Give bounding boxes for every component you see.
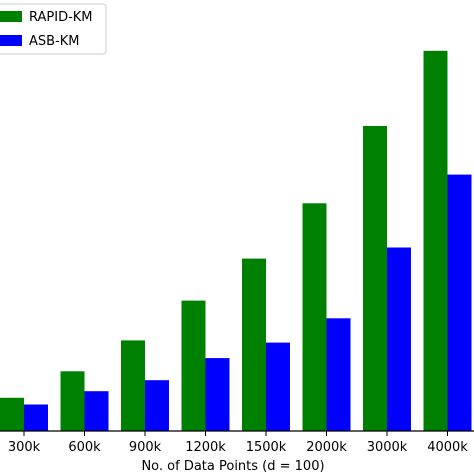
bar-rapid-km-1500k — [242, 258, 266, 431]
legend: RAPID-KM ASB-KM — [0, 3, 107, 55]
x-axis-label: No. of Data Points (d = 100) — [141, 459, 324, 474]
bar-rapid-km-1200k — [181, 300, 206, 431]
bars-group — [0, 50, 472, 432]
bar-rapid-km-4000k — [423, 50, 448, 432]
legend-swatch-rapid-km — [0, 11, 22, 22]
legend-box — [0, 3, 107, 55]
legend-label-rapid-km: RAPID-KM — [29, 10, 93, 25]
legend-label-asb-km: ASB-KM — [29, 34, 80, 49]
bar-asb-km-3000k — [387, 247, 411, 431]
bar-rapid-km-2000k — [302, 203, 327, 431]
x-ticks-group: 300k 600k 900k 1200k 1500k 2000k 3000k 4000k — [8, 431, 468, 455]
bar-asb-km-600k — [84, 391, 109, 431]
bar-rapid-km-300k — [0, 397, 24, 431]
bar-asb-km-300k — [24, 404, 48, 431]
bar-asb-km-2000k — [326, 318, 351, 431]
bar-asb-km-900k — [145, 380, 169, 431]
x-tick-label: 3000k — [367, 440, 408, 455]
x-tick-label: 1500k — [246, 440, 287, 455]
x-tick-label: 2000k — [306, 440, 347, 455]
x-tick-label: 900k — [129, 440, 162, 455]
bar-asb-km-1500k — [266, 342, 290, 431]
bar-rapid-km-900k — [121, 340, 145, 431]
bar-asb-km-4000k — [447, 174, 472, 431]
x-tick-label: 300k — [8, 440, 41, 455]
bar-asb-km-1200k — [205, 358, 230, 431]
x-tick-label: 4000k — [427, 440, 468, 455]
x-tick-label: 600k — [68, 440, 101, 455]
x-tick-label: 1200k — [185, 440, 226, 455]
legend-swatch-asb-km — [0, 35, 22, 46]
bar-rapid-km-600k — [60, 371, 85, 431]
bar-rapid-km-3000k — [363, 126, 387, 431]
